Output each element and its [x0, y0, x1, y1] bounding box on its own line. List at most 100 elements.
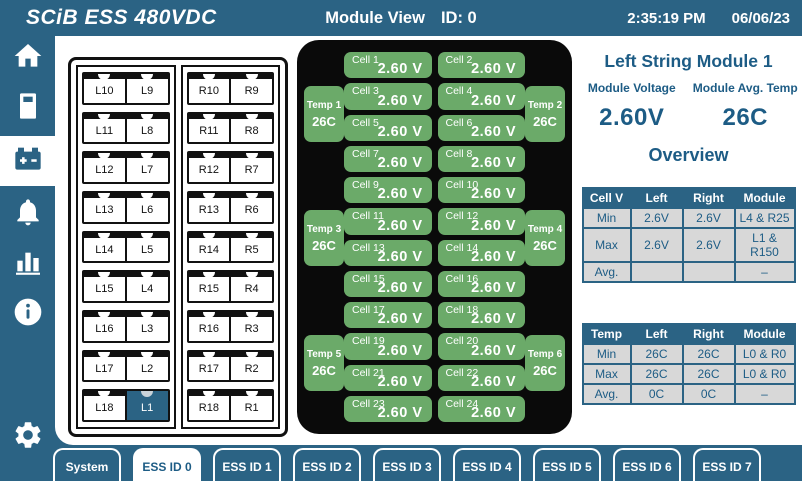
cell-terminal-notch — [202, 391, 215, 398]
tab-ess-id-0[interactable]: ESS ID 0 — [133, 448, 201, 481]
module-cell-L12[interactable]: L12 — [84, 153, 125, 182]
column-header: Right — [681, 187, 736, 209]
module-cell-L3[interactable]: L3 — [124, 312, 168, 341]
sidebar-item-alarms[interactable] — [0, 192, 55, 236]
module-cell-R9[interactable]: R9 — [229, 74, 272, 103]
cell-voltage-1: Cell 1 2.60 V — [344, 52, 432, 79]
module-cell-R3[interactable]: R3 — [229, 312, 272, 341]
cell-terminal-notch — [141, 272, 154, 279]
cell-pair-L12-L7: L12 L7 — [82, 151, 170, 185]
sidebar-item-info[interactable] — [0, 292, 55, 336]
temp-sensor-5: Temp 5 26C — [304, 335, 344, 391]
module-cell-L4[interactable]: L4 — [124, 272, 168, 302]
sidebar-item-charts[interactable] — [0, 242, 55, 286]
temp-value: 26C — [533, 113, 557, 129]
temp-sensor-3: Temp 3 26C — [304, 210, 344, 266]
temp-value: 26C — [533, 362, 557, 378]
sidebar-item-battery[interactable] — [0, 136, 55, 186]
module-cell-R8[interactable]: R8 — [229, 113, 272, 143]
table-cell: 2.6V — [681, 207, 736, 229]
tab-ess-id-7[interactable]: ESS ID 7 — [693, 448, 761, 481]
tab-system[interactable]: System — [53, 448, 121, 481]
module-cell-L7[interactable]: L7 — [124, 153, 168, 183]
cell-terminal-notch — [245, 193, 258, 200]
cell-label: Cell 23 — [352, 397, 385, 410]
cell-terminal-notch — [98, 351, 111, 358]
tab-ess-id-6[interactable]: ESS ID 6 — [613, 448, 681, 481]
cabinet-icon — [12, 90, 44, 127]
tab-ess-id-4[interactable]: ESS ID 4 — [453, 448, 521, 481]
module-cell-R5[interactable]: R5 — [229, 232, 272, 262]
cell-terminal-notch — [245, 74, 258, 80]
cell-pair-L14-L5: L14 L5 — [82, 230, 170, 264]
cell-label: Cell 4 — [445, 85, 473, 98]
sidebar-item-home[interactable] — [0, 36, 55, 80]
bell-icon — [12, 196, 44, 233]
bar-chart-icon — [12, 246, 44, 283]
module-cell-L16[interactable]: L16 — [84, 312, 125, 341]
info-icon — [12, 296, 44, 333]
stat-value: 2.60V — [599, 104, 665, 131]
module-cell-R7[interactable]: R7 — [229, 153, 272, 183]
cell-terminal-notch — [141, 232, 154, 239]
sidebar-item-settings[interactable] — [0, 415, 55, 459]
module-cell-R14[interactable]: R14 — [189, 232, 230, 262]
table-cell: 0C — [629, 383, 684, 405]
module-cell-L18[interactable]: L18 — [84, 391, 125, 420]
cell-label: Cell 5 — [352, 116, 379, 129]
module-cell-R1[interactable]: R1 — [229, 391, 272, 421]
module-cell-L5[interactable]: L5 — [124, 232, 168, 262]
cell-voltage-24: Cell 24 2.60 V — [437, 395, 525, 422]
module-cell-L1[interactable]: L1 — [124, 391, 168, 421]
cell-voltage-8: Cell 8 2.60 V — [437, 145, 525, 172]
module-cell-L8[interactable]: L8 — [124, 113, 168, 143]
table-cell: Max — [581, 227, 632, 263]
module-cell-R17[interactable]: R17 — [189, 351, 230, 381]
cell-label: Cell 20 — [445, 335, 479, 348]
cell-voltage-value: 2.60 V — [471, 280, 516, 296]
cell-voltage-value: 2.60 V — [471, 92, 516, 109]
cell-label: Cell 12 — [445, 210, 479, 223]
temp-label: Temp 5 — [306, 348, 342, 360]
table-cell: 26C — [629, 343, 684, 365]
module-cell-L6[interactable]: L6 — [124, 193, 168, 222]
module-cell-R11[interactable]: R11 — [189, 113, 230, 143]
module-cell-R2[interactable]: R2 — [229, 351, 272, 381]
temp-table: Temp Left Right Module Min 26C 26C L0 & R0 Max 26… — [581, 323, 796, 405]
module-cell-R13[interactable]: R13 — [189, 193, 230, 222]
cell-pair-R18-R1: R18 R1 — [186, 389, 274, 423]
column-header: Module — [733, 323, 796, 345]
module-cell-L15[interactable]: L15 — [84, 272, 125, 301]
module-cell-R12[interactable]: R12 — [189, 153, 230, 182]
module-cell-L14[interactable]: L14 — [84, 232, 125, 262]
tab-ess-id-1[interactable]: ESS ID 1 — [213, 448, 281, 481]
overview-tables: Cell V Left Right Module Min 2.6V 2.6V L4 & R25… — [575, 187, 802, 405]
module-cell-R4[interactable]: R4 — [229, 272, 272, 302]
cell-terminal-notch — [202, 193, 215, 200]
column-header: Left — [629, 323, 684, 345]
cell-terminal-notch — [245, 391, 258, 398]
tab-ess-id-2[interactable]: ESS ID 2 — [293, 448, 361, 481]
detail-panel: Left String Module 1 Module Voltage 2.60V… — [575, 36, 802, 445]
table-cell: L0 & R0 — [733, 363, 796, 385]
module-cell-L17[interactable]: L17 — [84, 351, 125, 381]
tab-ess-id-5[interactable]: ESS ID 5 — [533, 448, 601, 481]
sidebar-item-cabinet[interactable] — [0, 86, 55, 130]
module-cell-R10[interactable]: R10 — [189, 74, 230, 103]
module-cell-L13[interactable]: L13 — [84, 193, 125, 222]
module-cell-L11[interactable]: L11 — [84, 113, 125, 143]
module-cell-R16[interactable]: R16 — [189, 312, 230, 341]
module-cell-R15[interactable]: R15 — [189, 272, 230, 301]
module-cell-R6[interactable]: R6 — [229, 193, 272, 222]
module-cell-L9[interactable]: L9 — [124, 74, 168, 103]
cell-voltage-15: Cell 15 2.60 V — [344, 270, 432, 297]
module-stats: Module Voltage 2.60V Module Avg. Temp 26C — [575, 81, 802, 132]
table-header-row: Temp Left Right Module — [581, 323, 796, 345]
module-cell-R18[interactable]: R18 — [189, 391, 230, 420]
tab-ess-id-3[interactable]: ESS ID 3 — [373, 448, 441, 481]
cell-voltage-value: 2.60 V — [471, 311, 516, 328]
module-cell-L2[interactable]: L2 — [124, 351, 168, 381]
cell-terminal-notch — [245, 272, 258, 279]
cell-label: Cell 15 — [352, 272, 385, 285]
module-cell-L10[interactable]: L10 — [84, 74, 125, 103]
